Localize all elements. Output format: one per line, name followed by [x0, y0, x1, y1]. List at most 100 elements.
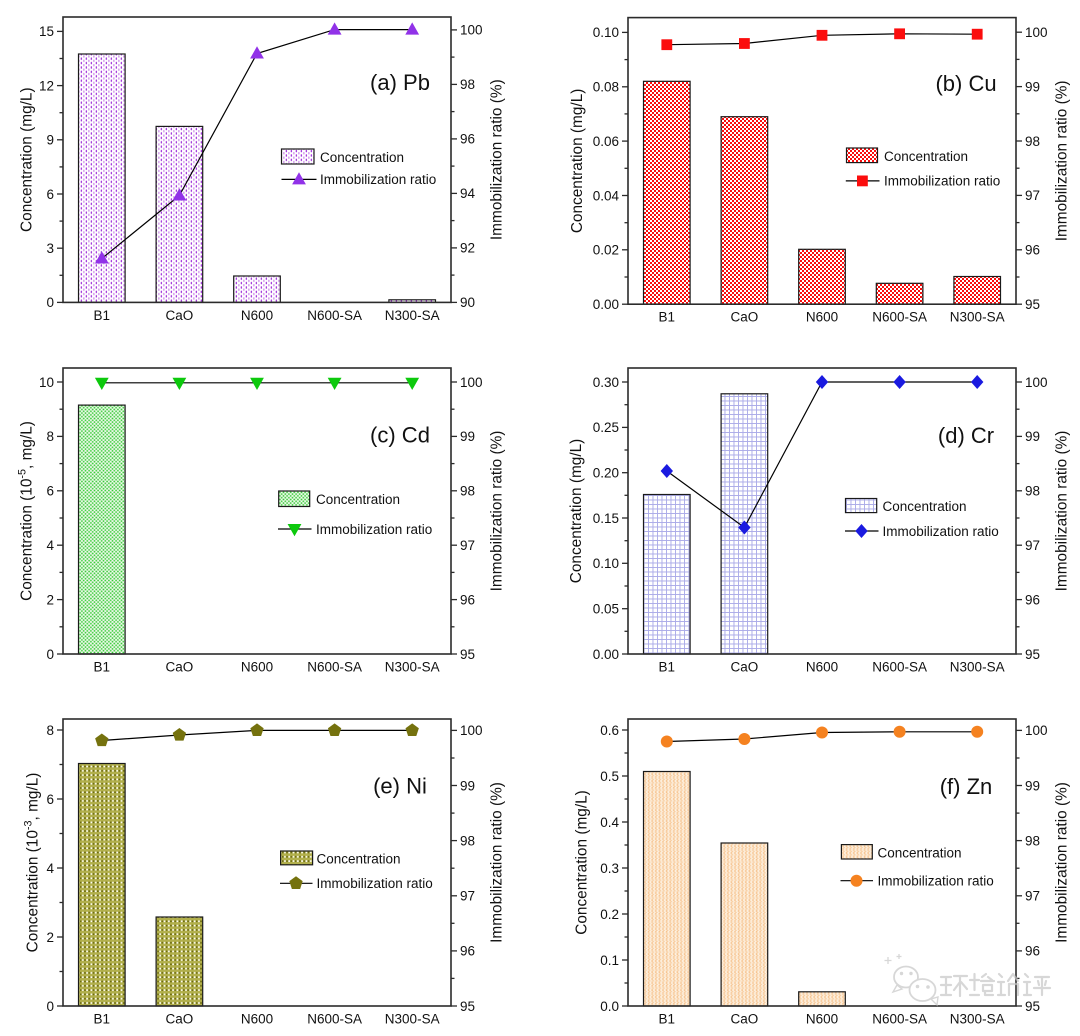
svg-text:CaO: CaO — [166, 308, 194, 323]
svg-text:B1: B1 — [659, 660, 676, 675]
svg-text:N600: N600 — [806, 1012, 838, 1027]
svg-text:100: 100 — [460, 375, 483, 390]
svg-text:N300-SA: N300-SA — [950, 1012, 1005, 1027]
svg-text:Immobilization ratio: Immobilization ratio — [883, 524, 999, 539]
svg-text:99: 99 — [1025, 778, 1040, 793]
svg-text:95: 95 — [1025, 647, 1040, 662]
svg-text:96: 96 — [460, 132, 475, 147]
svg-text:0.6: 0.6 — [600, 723, 619, 738]
svg-text:CaO: CaO — [166, 1012, 194, 1027]
svg-text:97: 97 — [460, 889, 475, 904]
svg-text:N600-SA: N600-SA — [307, 1012, 362, 1027]
svg-text:95: 95 — [460, 647, 475, 662]
svg-text:0.05: 0.05 — [593, 601, 619, 616]
svg-text:B1: B1 — [94, 1012, 111, 1027]
svg-text:95: 95 — [1025, 999, 1040, 1014]
svg-text:B1: B1 — [659, 1012, 676, 1027]
svg-text:0.00: 0.00 — [593, 297, 619, 312]
svg-text:8: 8 — [46, 723, 54, 738]
svg-text:96: 96 — [460, 944, 475, 959]
svg-text:CaO: CaO — [166, 660, 194, 675]
svg-text:4: 4 — [46, 538, 54, 553]
svg-text:N600: N600 — [241, 660, 273, 675]
svg-text:Concentration: Concentration — [884, 149, 968, 164]
svg-text:(e) Ni: (e) Ni — [373, 774, 427, 799]
svg-text:Immobilization ratio (%): Immobilization ratio (%) — [489, 431, 506, 592]
svg-text:98: 98 — [1025, 484, 1040, 499]
svg-text:98: 98 — [460, 484, 475, 499]
svg-text:100: 100 — [1025, 375, 1048, 390]
svg-text:Concentration (mg/L): Concentration (mg/L) — [19, 87, 36, 232]
svg-text:N300-SA: N300-SA — [385, 660, 440, 675]
svg-text:98: 98 — [460, 833, 475, 848]
svg-text:0.02: 0.02 — [593, 243, 619, 258]
svg-text:0: 0 — [46, 647, 54, 662]
svg-text:100: 100 — [460, 23, 483, 38]
svg-text:0: 0 — [46, 295, 54, 310]
svg-text:95: 95 — [1025, 297, 1040, 312]
svg-text:Immobilization ratio (%): Immobilization ratio (%) — [489, 79, 506, 240]
svg-text:(d) Cr: (d) Cr — [938, 423, 994, 448]
svg-text:0.1: 0.1 — [600, 953, 619, 968]
svg-text:Concentration (mg/L): Concentration (mg/L) — [574, 790, 591, 935]
svg-text:96: 96 — [1025, 592, 1040, 607]
svg-text:Immobilization ratio (%): Immobilization ratio (%) — [1054, 782, 1071, 943]
svg-text:15: 15 — [39, 24, 54, 39]
svg-text:0.06: 0.06 — [593, 134, 619, 149]
svg-text:Immobilization ratio (%): Immobilization ratio (%) — [489, 782, 506, 943]
svg-text:6: 6 — [46, 484, 54, 499]
svg-text:99: 99 — [460, 778, 475, 793]
svg-text:Immobilization ratio: Immobilization ratio — [878, 874, 994, 889]
svg-text:92: 92 — [460, 241, 475, 256]
svg-text:Concentration (mg/L): Concentration (mg/L) — [569, 89, 586, 234]
svg-text:Concentration (mg/L): Concentration (mg/L) — [568, 439, 585, 584]
svg-text:0.08: 0.08 — [593, 80, 619, 95]
svg-text:(a) Pb: (a) Pb — [370, 70, 430, 95]
svg-text:9: 9 — [46, 133, 54, 148]
svg-text:0.0: 0.0 — [600, 999, 619, 1014]
svg-text:Immobilization ratio (%): Immobilization ratio (%) — [1054, 81, 1071, 242]
svg-text:98: 98 — [460, 77, 475, 92]
svg-text:Immobilization ratio: Immobilization ratio — [317, 876, 433, 891]
svg-text:CaO: CaO — [731, 1012, 759, 1027]
svg-text:3: 3 — [46, 241, 54, 256]
svg-text:0.04: 0.04 — [593, 188, 620, 203]
svg-text:0.2: 0.2 — [600, 907, 619, 922]
svg-text:B1: B1 — [94, 308, 111, 323]
svg-text:N600: N600 — [806, 310, 838, 325]
svg-text:6: 6 — [46, 187, 54, 202]
svg-text:N300-SA: N300-SA — [950, 660, 1005, 675]
svg-text:0: 0 — [46, 999, 54, 1014]
svg-text:0.10: 0.10 — [593, 25, 619, 40]
svg-text:100: 100 — [1025, 723, 1048, 738]
svg-text:97: 97 — [460, 538, 475, 553]
svg-text:Concentration: Concentration — [883, 499, 967, 514]
svg-text:Concentration: Concentration — [316, 492, 400, 507]
svg-text:90: 90 — [460, 295, 475, 310]
svg-text:Concentration: Concentration — [320, 150, 404, 165]
svg-text:Immobilization ratio (%): Immobilization ratio (%) — [1054, 431, 1071, 592]
svg-text:6: 6 — [46, 792, 54, 807]
svg-text:N600-SA: N600-SA — [872, 1012, 927, 1027]
svg-text:2: 2 — [46, 592, 54, 607]
svg-text:94: 94 — [460, 186, 476, 201]
svg-text:99: 99 — [460, 429, 475, 444]
svg-text:4: 4 — [46, 861, 54, 876]
svg-text:0.20: 0.20 — [593, 465, 619, 480]
svg-text:Concentration: Concentration — [878, 845, 962, 860]
svg-text:100: 100 — [460, 723, 483, 738]
svg-text:N600-SA: N600-SA — [307, 660, 362, 675]
svg-text:N600-SA: N600-SA — [307, 308, 362, 323]
svg-text:98: 98 — [1025, 134, 1040, 149]
svg-text:10: 10 — [39, 375, 54, 390]
svg-text:0.3: 0.3 — [600, 861, 619, 876]
svg-text:N600: N600 — [241, 1012, 273, 1027]
svg-text:Immobilization ratio: Immobilization ratio — [316, 522, 432, 537]
svg-text:N600: N600 — [241, 308, 273, 323]
svg-text:97: 97 — [1025, 188, 1040, 203]
svg-text:Immobilization ratio: Immobilization ratio — [884, 174, 1000, 189]
svg-text:N600: N600 — [806, 660, 838, 675]
svg-text:(b) Cu: (b) Cu — [935, 71, 996, 96]
svg-text:100: 100 — [1025, 25, 1048, 40]
svg-text:CaO: CaO — [731, 310, 759, 325]
